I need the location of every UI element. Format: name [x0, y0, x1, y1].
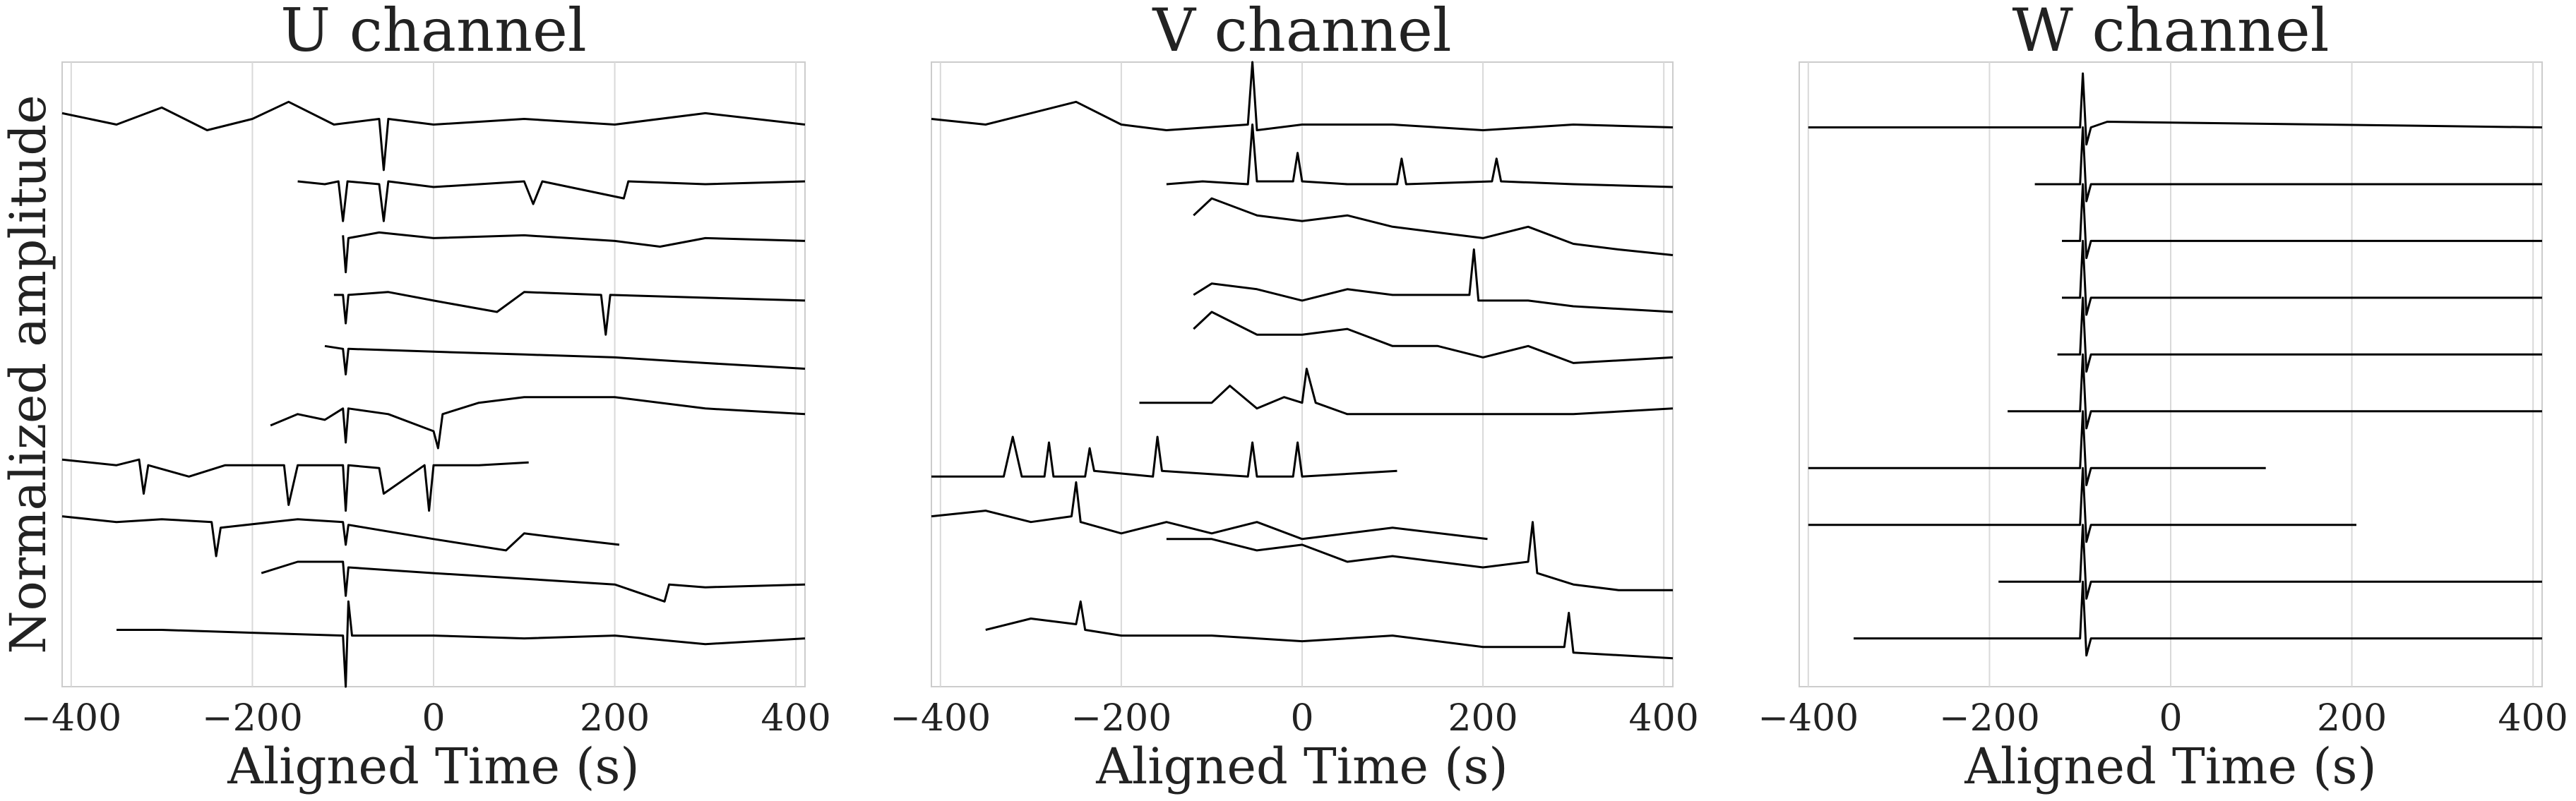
- x-tick-label: 0: [422, 697, 445, 740]
- x-tick-label: 200: [580, 697, 650, 740]
- x-tick-label: 200: [1448, 697, 1517, 740]
- x-tick-label: −400: [1758, 697, 1859, 740]
- trace: [931, 435, 1397, 478]
- trace: [324, 344, 806, 375]
- trace: [61, 515, 620, 558]
- trace: [985, 600, 1674, 660]
- chart-title: W channel: [2012, 0, 2329, 65]
- x-tick-label: 400: [1629, 697, 1699, 740]
- x-tick-label: 0: [2159, 697, 2182, 740]
- trace: [1808, 466, 2356, 543]
- trace: [342, 231, 806, 274]
- trace: [1166, 521, 1673, 591]
- chart-title: V channel: [1152, 0, 1451, 65]
- trace: [61, 458, 529, 512]
- x-tick-label: −200: [1939, 697, 2040, 740]
- trace: [261, 560, 806, 603]
- x-axis-label: Aligned Time (s): [1095, 737, 1508, 795]
- trace: [931, 61, 1674, 131]
- x-tick-label: 400: [761, 697, 831, 740]
- trace: [297, 180, 806, 222]
- trace: [2034, 126, 2542, 203]
- x-tick-label: 200: [2317, 697, 2387, 740]
- trace: [2062, 183, 2542, 260]
- trace: [1193, 248, 1674, 313]
- chart-title: U channel: [280, 0, 587, 65]
- x-tick-label: 0: [1290, 697, 1313, 740]
- trace: [1193, 197, 1674, 256]
- x-tick-label: −200: [1071, 697, 1171, 740]
- trace: [1193, 311, 1674, 364]
- trace: [1808, 410, 2266, 486]
- trace: [1808, 72, 2543, 146]
- trace: [931, 481, 1488, 541]
- x-axis-label: Aligned Time (s): [227, 737, 639, 795]
- trace: [1139, 368, 1674, 416]
- trace: [2008, 353, 2542, 430]
- trace: [1998, 524, 2542, 600]
- x-axis-label: Aligned Time (s): [1964, 737, 2376, 795]
- trace: [1854, 580, 2542, 657]
- x-tick-label: −400: [20, 697, 121, 740]
- trace: [333, 291, 806, 336]
- trace: [270, 396, 806, 450]
- trace: [2062, 239, 2542, 316]
- y-axis-label: Normalized amplitude: [0, 95, 57, 654]
- x-tick-label: −200: [202, 697, 303, 740]
- x-tick-label: 400: [2498, 697, 2568, 740]
- trace: [61, 100, 806, 171]
- trace: [117, 600, 806, 688]
- x-tick-label: −400: [890, 697, 991, 740]
- trace: [1166, 124, 1674, 188]
- trace: [2057, 296, 2542, 373]
